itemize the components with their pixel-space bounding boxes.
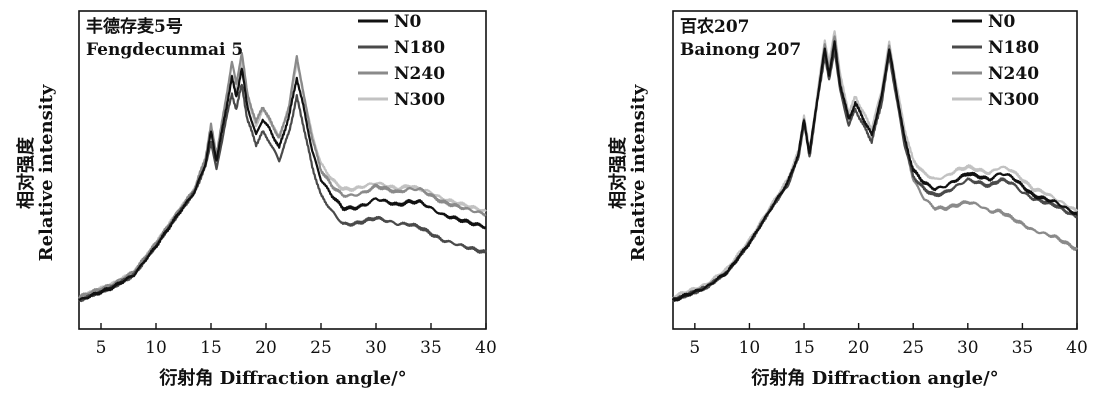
legend-label-n180-left: N180 (394, 38, 445, 58)
x-tick-label: 40 (475, 338, 497, 358)
legend-label-n180-right: N180 (988, 38, 1039, 58)
x-tick-label: 5 (689, 338, 700, 358)
plot-frame-left (78, 10, 487, 330)
x-tick-label: 10 (145, 338, 167, 358)
x-ticks-right: 5 10 15 20 25 30 35 40 (689, 323, 1088, 358)
x-tick-label: 35 (420, 338, 442, 358)
ylabel-cn-left: 相对强度 (15, 136, 37, 209)
xlabel-left: 衍射角 Diffraction angle/° (159, 367, 406, 389)
panel-title-en-right: Bainong 207 (680, 40, 801, 60)
x-tick-label: 20 (848, 338, 870, 358)
legend-left: N0 N180 N240 N300 (358, 12, 445, 110)
legend-label-n300-right: N300 (988, 90, 1039, 110)
x-tick-label: 15 (200, 338, 222, 358)
ylabel-en-right: Relative intensity (628, 84, 649, 261)
x-tick-label: 10 (739, 338, 761, 358)
x-tick-label: 15 (793, 338, 815, 358)
x-tick-label: 20 (255, 338, 277, 358)
legend-label-n0-left: N0 (394, 12, 422, 32)
series-group-right (671, 30, 1078, 303)
x-tick-label: 5 (96, 338, 107, 358)
legend-label-n240-left: N240 (394, 64, 445, 84)
x-ticks-left: 5 10 15 20 25 30 35 40 (96, 323, 497, 358)
legend-label-n0-right: N0 (988, 12, 1016, 32)
series-line-n0 (78, 67, 487, 302)
series-line-n0 (671, 40, 1078, 302)
x-tick-label: 25 (310, 338, 332, 358)
series-group-left (78, 52, 488, 303)
ylabel-en-left: Relative intensity (36, 84, 57, 261)
xlabel-right: 衍射角 Diffraction angle/° (751, 367, 998, 389)
ylabel-cn-right: 相对强度 (607, 136, 629, 209)
x-tick-label: 35 (1012, 338, 1034, 358)
chart-panel-right: 相对强度 Relative intensity 5 10 15 20 25 30 35 40 … (607, 10, 1088, 389)
x-tick-label: 30 (365, 338, 387, 358)
series-line-n300 (671, 30, 1078, 300)
chart-panel-left: 相对强度 Relative intensity 5 10 15 20 25 30 35 40 … (15, 10, 497, 389)
legend-label-n300-left: N300 (394, 90, 445, 110)
panel-title-cn-right: 百农207 (680, 16, 750, 37)
x-tick-label: 40 (1066, 338, 1088, 358)
panel-title-en-left: Fengdecunmai 5 (86, 40, 243, 60)
x-tick-label: 25 (902, 338, 924, 358)
panel-title-cn-left: 丰德存麦5号 (86, 16, 183, 37)
x-tick-label: 30 (957, 338, 979, 358)
legend-right: N0 N180 N240 N300 (952, 12, 1039, 110)
legend-label-n240-right: N240 (988, 64, 1039, 84)
plot-frame-right (672, 10, 1078, 330)
